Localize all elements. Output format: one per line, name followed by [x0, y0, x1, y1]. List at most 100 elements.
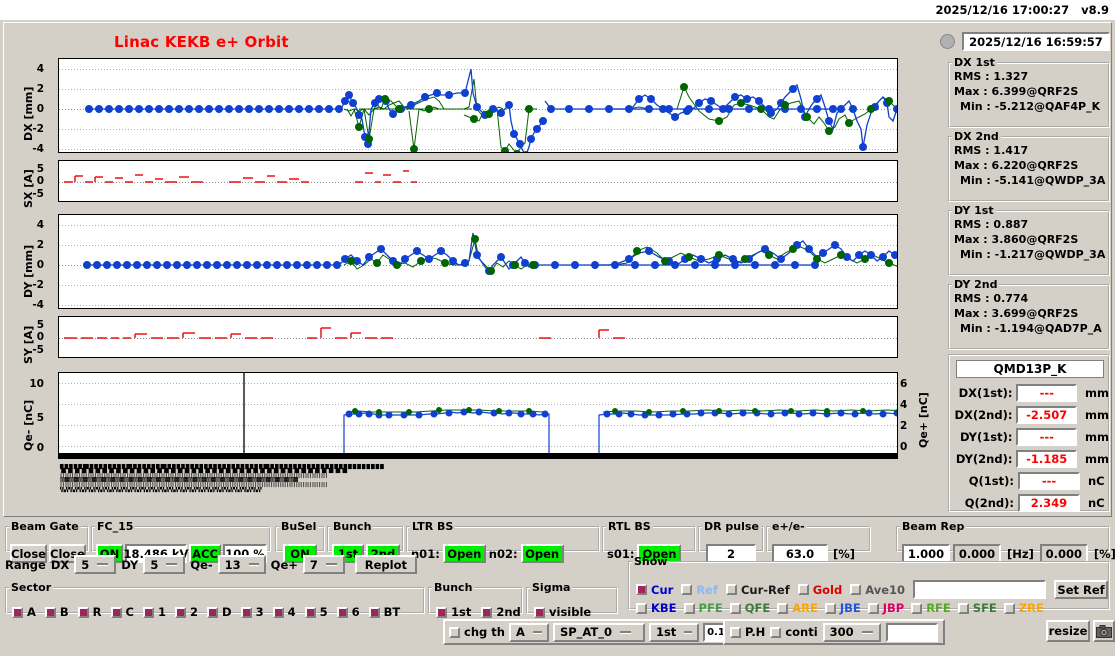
show-zre-checkbox-box[interactable] — [1003, 602, 1015, 614]
show-rfe-checkbox-box[interactable] — [911, 602, 923, 614]
sector-2-label: 2 — [190, 605, 199, 619]
sector-item-b[interactable]: B — [44, 605, 69, 619]
chg-th-sector-select[interactable]: A — [508, 622, 549, 642]
bunch-1st-box[interactable] — [436, 606, 447, 618]
ph-checkbox[interactable]: P.H — [730, 625, 765, 639]
ltr-n01-button[interactable]: Open — [442, 544, 486, 563]
bunch-top-legend: Bunch — [333, 520, 372, 533]
chg-th-bunch-select[interactable]: 1st — [648, 622, 699, 642]
sector-item-6[interactable]: 6 — [336, 605, 360, 619]
sector-4-box[interactable] — [272, 606, 284, 618]
range-dx-select[interactable]: 5 — [74, 555, 117, 574]
bpm-dy1st-value: --- — [1016, 427, 1078, 446]
show-qfe-checkbox[interactable]: QFE — [729, 601, 770, 615]
sector-r-box[interactable] — [77, 606, 89, 618]
ltr-n02-button[interactable]: Open — [520, 544, 564, 563]
sector-item-r[interactable]: R — [77, 605, 102, 619]
show-cur-checkbox-box[interactable] — [636, 584, 647, 595]
bunch-2nd-box[interactable] — [481, 606, 493, 618]
fc15-acc-button[interactable]: ACC — [189, 544, 221, 563]
resize-button[interactable]: resize — [1046, 620, 1090, 642]
sigma-item-visible[interactable]: visible — [534, 605, 591, 619]
sector-bt-box[interactable] — [368, 606, 380, 618]
dy1st-min-value: -1.217@QWDP_3A — [994, 248, 1106, 261]
sector-item-bt[interactable]: BT — [368, 605, 400, 619]
show-gold-checkbox[interactable]: Gold — [797, 583, 842, 597]
show-ref-checkbox[interactable]: Ref — [681, 583, 718, 597]
range-qep-select[interactable]: 7 — [302, 555, 345, 574]
show-qfe-checkbox-box[interactable] — [729, 602, 741, 614]
dx-plot[interactable] — [58, 58, 898, 153]
show-curref-checkbox-box[interactable] — [725, 584, 737, 595]
beam-gate-close-1[interactable]: Close — [10, 544, 47, 563]
camera-icon[interactable] — [1093, 620, 1115, 642]
ref-name-input[interactable] — [913, 580, 1047, 599]
show-zre-checkbox[interactable]: ZRE — [1003, 601, 1044, 615]
show-ave10-checkbox[interactable]: Ave10 — [850, 583, 905, 597]
sy-ytick-m5: -5 — [32, 344, 44, 356]
ph-text-field[interactable] — [885, 622, 938, 642]
replot-button[interactable]: Replot — [354, 555, 417, 574]
sector-item-3[interactable]: 3 — [240, 605, 264, 619]
sx-plot[interactable] — [58, 160, 898, 202]
range-dy-select[interactable]: 5 — [143, 555, 186, 574]
sigma-visible-box[interactable] — [534, 606, 545, 618]
sy-plot[interactable] — [58, 316, 898, 358]
chg-th-sp-select[interactable]: SP_AT_0 — [552, 622, 645, 642]
conti-checkbox[interactable]: conti — [770, 625, 818, 639]
sector-a-box[interactable] — [12, 606, 23, 618]
show-jbp-checkbox-box[interactable] — [867, 602, 879, 614]
sector-item-1[interactable]: 1 — [142, 605, 166, 619]
show-sfe-checkbox-box[interactable] — [957, 602, 969, 614]
ph-interval-select[interactable]: 300 — [822, 622, 881, 642]
sector-item-5[interactable]: 5 — [304, 605, 328, 619]
range-qem-select[interactable]: 13 — [217, 555, 266, 574]
show-pfe-checkbox-box[interactable] — [683, 602, 695, 614]
show-kbe-checkbox[interactable]: KBE — [636, 601, 677, 615]
ph-box[interactable] — [730, 626, 741, 638]
show-jbe-checkbox-box[interactable] — [824, 602, 836, 614]
chg-th-checkbox[interactable]: chg th — [449, 625, 505, 639]
show-legend: Show — [634, 555, 668, 568]
sector-item-d[interactable]: D — [207, 605, 232, 619]
show-sfe-checkbox[interactable]: SFE — [957, 601, 997, 615]
dx-ytick-m4: -4 — [32, 143, 44, 155]
show-cur-checkbox[interactable]: Cur — [636, 583, 673, 597]
sector-item-4[interactable]: 4 — [272, 605, 296, 619]
show-rfe-checkbox[interactable]: RFE — [911, 601, 951, 615]
show-jbe-checkbox[interactable]: JBE — [824, 601, 861, 615]
dx-ytick-m2: -2 — [32, 123, 44, 135]
qe-right-ytick-0: 0 — [900, 441, 908, 453]
show-kbe-checkbox-box[interactable] — [636, 602, 647, 614]
stat-group-dy-2nd: DY 2nd RMS : 0.774 Max : 3.699@QRF2S Min… — [948, 278, 1110, 350]
show-ave10-checkbox-box[interactable] — [850, 584, 862, 595]
bunch-item-2nd[interactable]: 2nd — [481, 605, 521, 619]
sector-d-box[interactable] — [207, 606, 219, 618]
sector-b-box[interactable] — [44, 606, 56, 618]
show-are-checkbox-box[interactable] — [777, 602, 789, 614]
sector-item-a[interactable]: A — [12, 605, 36, 619]
sector-item-2[interactable]: 2 — [175, 605, 198, 619]
conti-box[interactable] — [770, 626, 782, 638]
show-gold-checkbox-box[interactable] — [797, 584, 809, 595]
show-group: Show Cur Ref Cur-Ref Gold — [628, 555, 1110, 615]
dy-plot[interactable] — [58, 214, 898, 309]
show-are-checkbox[interactable]: ARE — [777, 601, 818, 615]
sector-item-c[interactable]: C — [110, 605, 134, 619]
stat-group-dx-2nd: DX 2nd RMS : 1.417 Max : 6.220@QRF2S Min… — [948, 130, 1110, 202]
show-ref-checkbox-box[interactable] — [681, 584, 693, 595]
sector-2-box[interactable] — [175, 606, 186, 618]
qe-plot[interactable] — [58, 372, 898, 454]
dr-pulse-group: DR pulse 2 — [698, 520, 764, 563]
chg-th-box[interactable] — [449, 626, 460, 638]
show-jbp-checkbox[interactable]: JBP — [867, 601, 904, 615]
sector-5-box[interactable] — [304, 606, 316, 618]
sector-6-box[interactable] — [336, 606, 348, 618]
sector-3-box[interactable] — [240, 606, 252, 618]
show-pfe-checkbox[interactable]: PFE — [683, 601, 723, 615]
set-ref-button[interactable]: Set Ref — [1054, 580, 1109, 599]
show-curref-checkbox[interactable]: Cur-Ref — [725, 583, 790, 597]
sector-1-box[interactable] — [142, 606, 154, 618]
sector-c-box[interactable] — [110, 606, 122, 618]
bunch-item-1st[interactable]: 1st — [436, 605, 471, 619]
